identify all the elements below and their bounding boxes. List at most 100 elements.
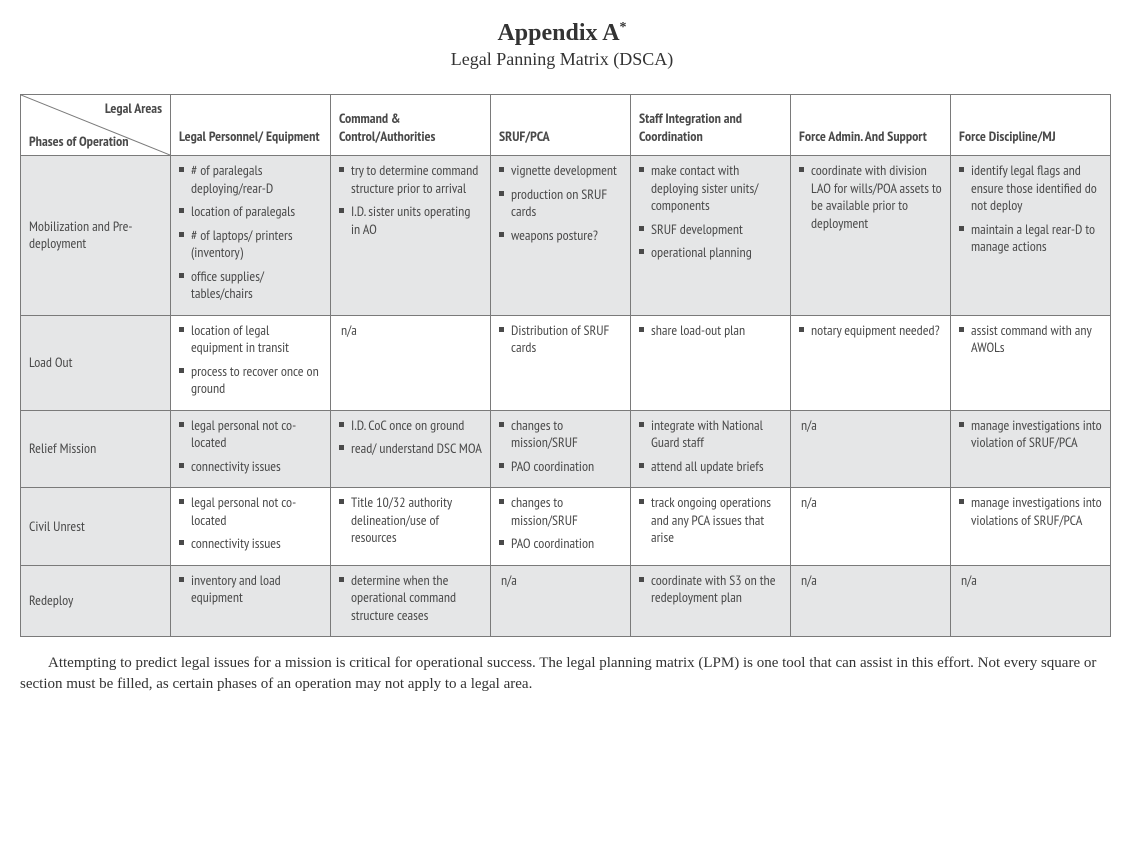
list-item: read/ understand DSC MOA [339,440,482,458]
list-item: notary equipment needed? [799,322,942,340]
cell-bullet-list: share load-out plan [639,322,782,340]
matrix-cell: assist command with any AWOLs [951,315,1111,410]
cell-bullet-list: identify legal flags and ensure those id… [959,162,1102,256]
cell-bullet-list: vignette developmentproduction on SRUF c… [499,162,622,244]
cell-bullet-list: legal personal not co-located connectivit… [179,417,322,476]
matrix-cell: Distribution of SRUF cards [491,315,631,410]
cell-bullet-list: changes to mission/SRUFPAO coordination [499,494,622,553]
list-item: manage investigations into violations of… [959,494,1102,529]
matrix-cell: n/a [331,315,491,410]
list-item: production on SRUF cards [499,186,622,221]
list-item: coordinate with S3 on the redeployment p… [639,572,782,607]
matrix-cell: make contact with deploying sister units… [631,156,791,316]
row-phase-label: Relief Mission [21,410,171,488]
cell-bullet-list: # of paralegals deploying/rear-Dlocation… [179,162,322,303]
row-phase-label: Mobilization and Pre-deployment [21,156,171,316]
list-item: Distribution of SRUF cards [499,322,622,357]
list-item: operational planning [639,244,782,262]
na-text: n/a [799,571,817,589]
cell-bullet-list: track ongoing operations and any PCA iss… [639,494,782,547]
cell-bullet-list: assist command with any AWOLs [959,322,1102,357]
na-text: n/a [499,571,517,589]
list-item: maintain a legal rear-D to manage action… [959,221,1102,256]
matrix-cell: changes to mission/SRUFPAO coordination [491,410,631,488]
list-item: integrate with National Guard staff [639,417,782,452]
col-header-0: Legal Personnel/ Equipment [171,95,331,156]
na-text: n/a [799,416,817,434]
list-item: legal personal not co-located [179,494,322,529]
list-item: office supplies/ tables/chairs [179,268,322,303]
cell-bullet-list: integrate with National Guard staffatten… [639,417,782,476]
list-item: SRUF development [639,221,782,239]
col-header-3: Staff Integration and Coordination [631,95,791,156]
na-text: n/a [799,493,817,511]
matrix-cell: try to determine command structure prior… [331,156,491,316]
matrix-cell: vignette developmentproduction on SRUF c… [491,156,631,316]
cell-bullet-list: location of legal equipment in transitpr… [179,322,322,398]
matrix-cell: manage investigations into violation of … [951,410,1111,488]
cell-bullet-list: coordinate with S3 on the redeployment p… [639,572,782,607]
matrix-cell: n/a [791,488,951,566]
matrix-cell: notary equipment needed? [791,315,951,410]
list-item: I.D. CoC once on ground [339,417,482,435]
list-item: PAO coordination [499,458,622,476]
cell-bullet-list: manage investigations into violations of… [959,494,1102,529]
table-row: Load Outlocation of legal equipment in t… [21,315,1111,410]
list-item: I.D. sister units operating in AO [339,203,482,238]
matrix-cell: Title 10/32 authority delineation/use of… [331,488,491,566]
row-phase-label: Load Out [21,315,171,410]
na-text: n/a [339,321,357,339]
corner-bottom-label: Phases of Operation [29,134,129,149]
header-row: Legal Areas Phases of Operation Legal Pe… [21,95,1111,156]
list-item: assist command with any AWOLs [959,322,1102,357]
cell-bullet-list: I.D. CoC once on ground read/ understand … [339,417,482,458]
table-row: Mobilization and Pre-deployment# of para… [21,156,1111,316]
matrix-cell: identify legal flags and ensure those id… [951,156,1111,316]
matrix-cell: integrate with National Guard staffatten… [631,410,791,488]
cell-bullet-list: Title 10/32 authority delineation/use of… [339,494,482,547]
list-item: weapons posture? [499,227,622,245]
matrix-cell: changes to mission/SRUFPAO coordination [491,488,631,566]
list-item: Title 10/32 authority delineation/use of… [339,494,482,547]
matrix-cell: n/a [791,410,951,488]
cell-bullet-list: inventory and load equipment [179,572,322,607]
legal-planning-matrix: Legal Areas Phases of Operation Legal Pe… [20,94,1111,637]
list-item: inventory and load equipment [179,572,322,607]
col-header-5: Force Discipline/MJ [951,95,1111,156]
list-item: manage investigations into violation of … [959,417,1102,452]
matrix-cell: determine when the operational command s… [331,565,491,637]
list-item: process to recover once on ground [179,363,322,398]
cell-bullet-list: notary equipment needed? [799,322,942,340]
page-root: Appendix A* Legal Panning Matrix (DSCA) … [20,20,1104,695]
matrix-cell: coordinate with S3 on the redeployment p… [631,565,791,637]
matrix-cell: track ongoing operations and any PCA iss… [631,488,791,566]
list-item: track ongoing operations and any PCA iss… [639,494,782,547]
list-item: try to determine command structure prior… [339,162,482,197]
col-header-1: Command & Control/Authorities [331,95,491,156]
matrix-cell: n/a [491,565,631,637]
list-item: determine when the operational command s… [339,572,482,625]
cell-bullet-list: coordinate with division LAO for wills/P… [799,162,942,232]
list-item: legal personal not co-located [179,417,322,452]
list-item: # of laptops/ printers (inventory) [179,227,322,262]
cell-bullet-list: manage investigations into violation of … [959,417,1102,452]
corner-cell: Legal Areas Phases of Operation [21,95,171,156]
matrix-cell: I.D. CoC once on ground read/ understand … [331,410,491,488]
list-item: # of paralegals deploying/rear-D [179,162,322,197]
footnote-text: Attempting to predict legal issues for a… [20,653,1104,695]
row-phase-label: Civil Unrest [21,488,171,566]
matrix-cell: legal personal not co-locatedconnectivit… [171,488,331,566]
page-title: Appendix A* [20,20,1104,47]
list-item: PAO coordination [499,535,622,553]
cell-bullet-list: determine when the operational command s… [339,572,482,625]
matrix-cell: legal personal not co-located connectivit… [171,410,331,488]
matrix-cell: n/a [791,565,951,637]
list-item: connectivity issues [179,458,322,476]
matrix-body: Mobilization and Pre-deployment# of para… [21,156,1111,637]
corner-top-label: Legal Areas [105,101,162,116]
matrix-cell: manage investigations into violations of… [951,488,1111,566]
matrix-cell: share load-out plan [631,315,791,410]
list-item: identify legal flags and ensure those id… [959,162,1102,215]
matrix-cell: location of legal equipment in transitpr… [171,315,331,410]
list-item: make contact with deploying sister units… [639,162,782,215]
